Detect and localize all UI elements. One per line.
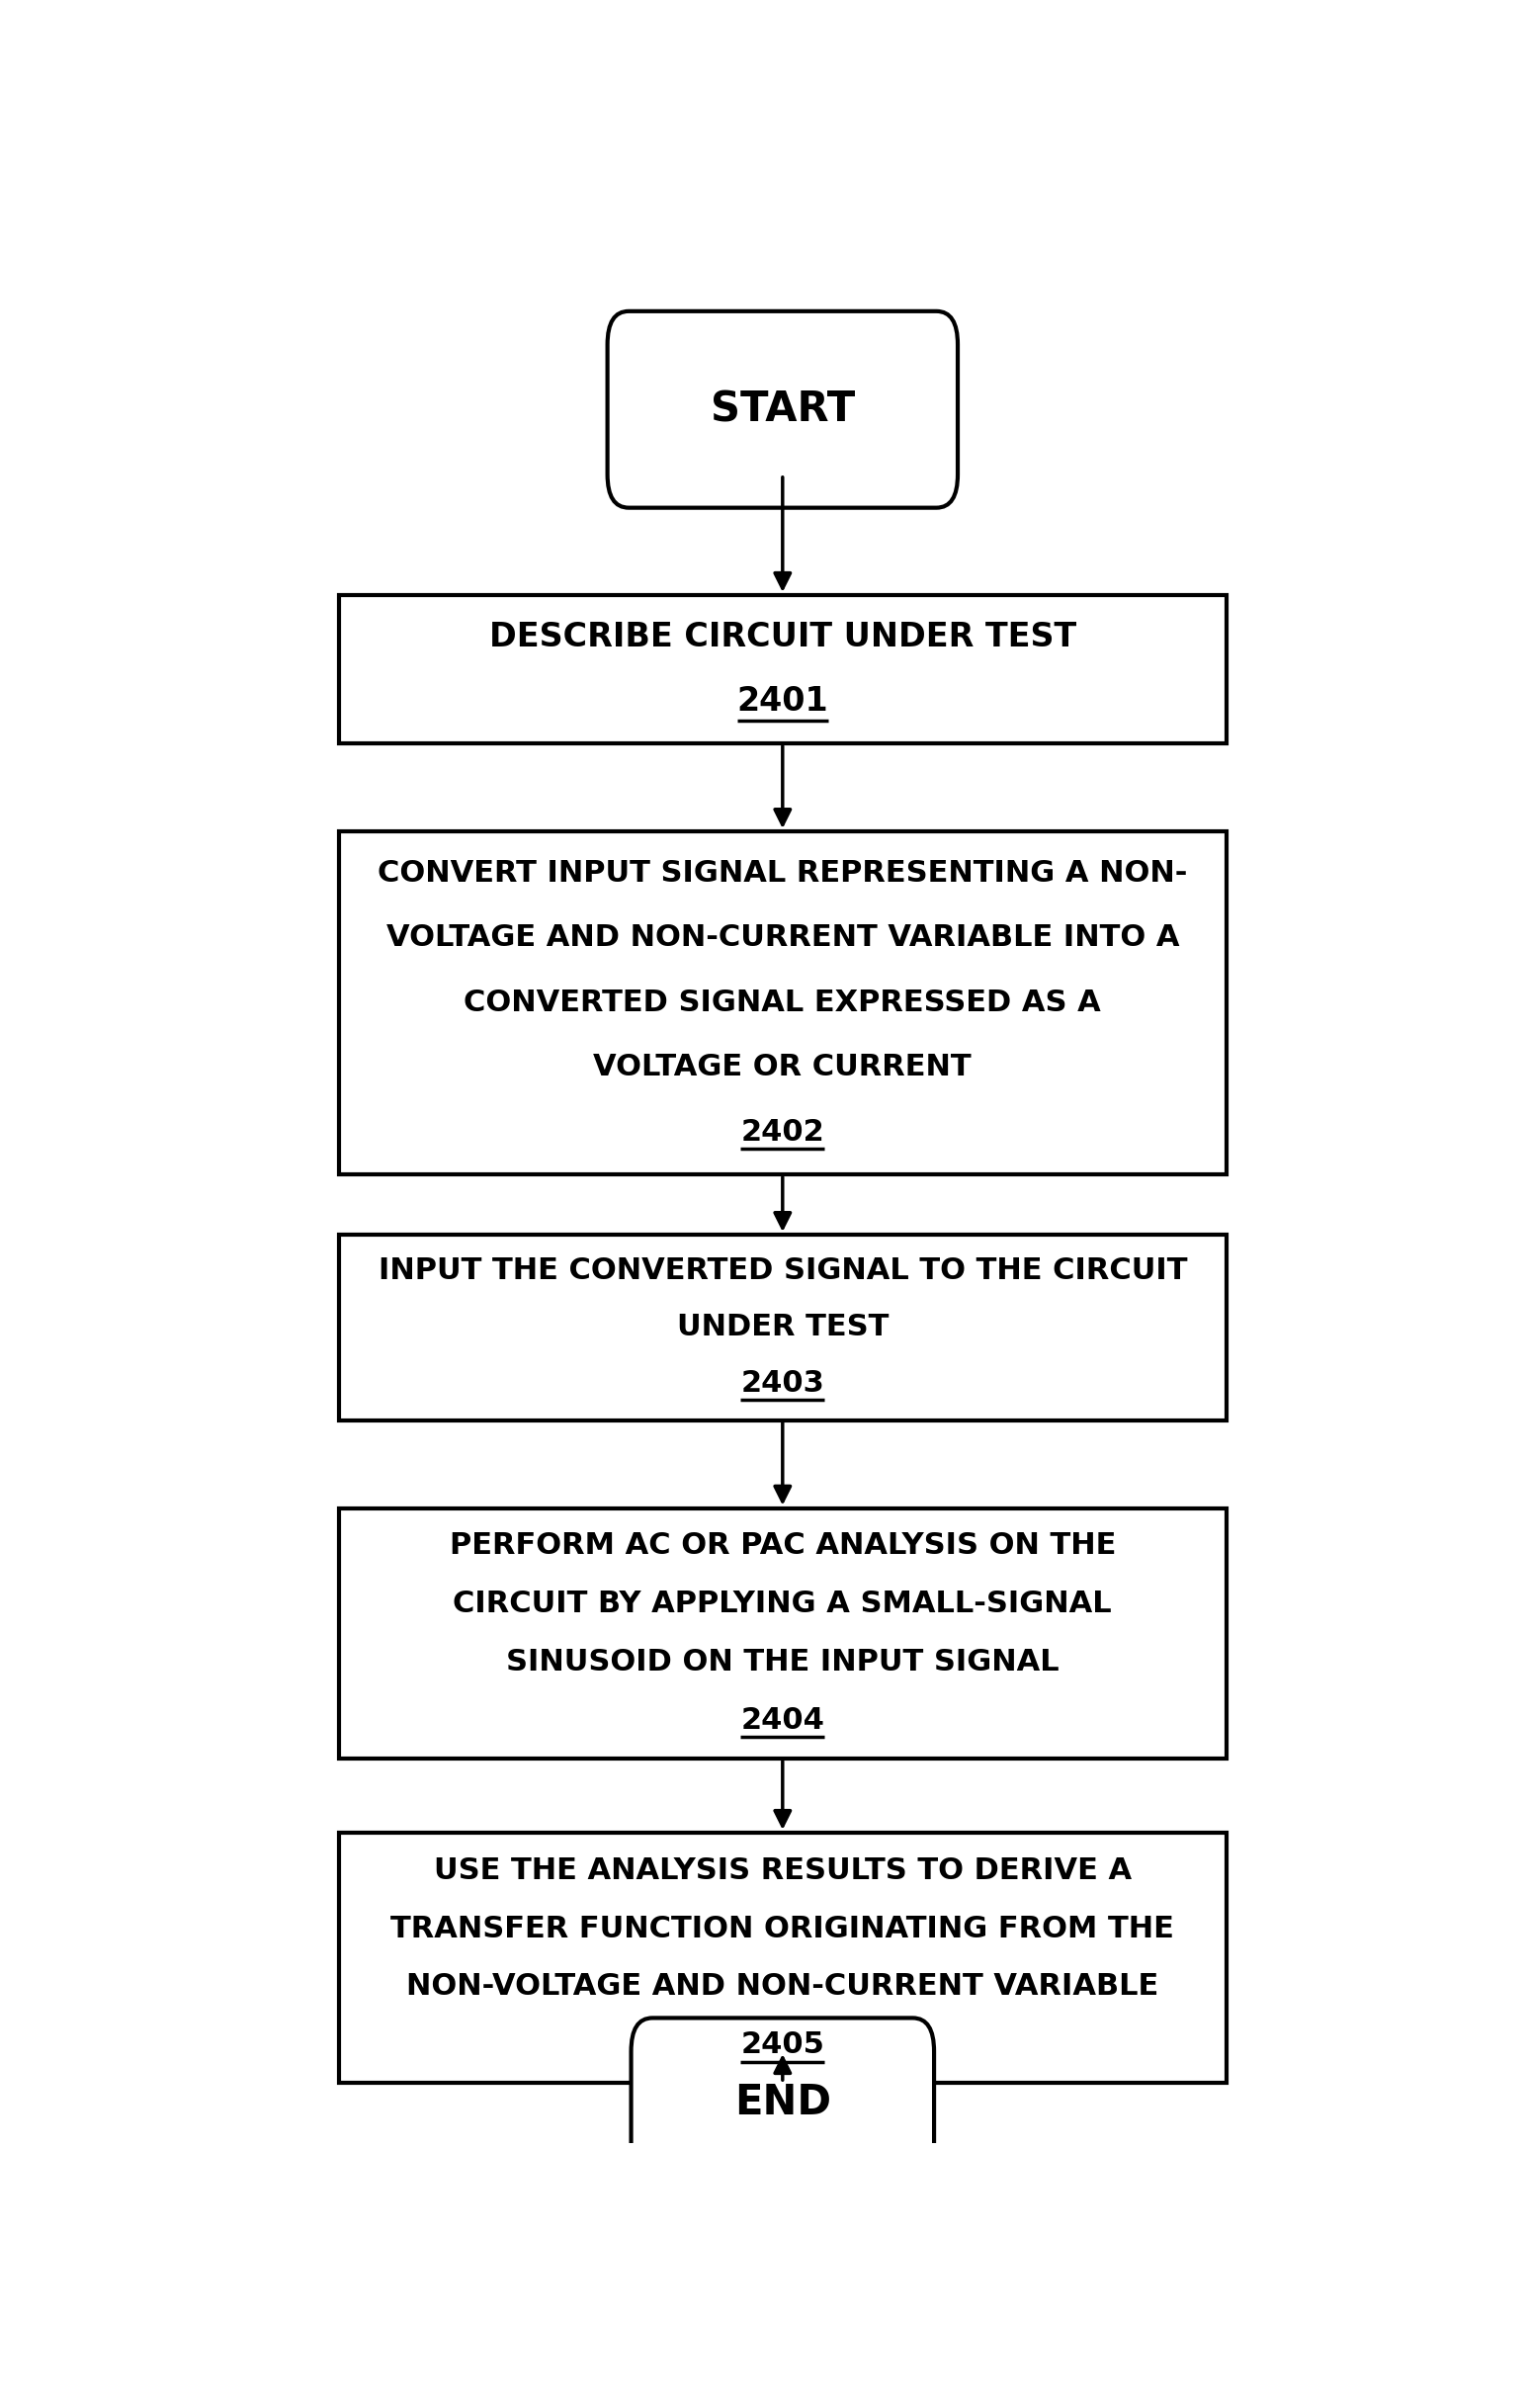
Text: 2405: 2405: [741, 2030, 825, 2059]
Text: VOLTAGE OR CURRENT: VOLTAGE OR CURRENT: [594, 1052, 971, 1081]
FancyBboxPatch shape: [608, 311, 957, 508]
Text: 2401: 2401: [738, 684, 828, 718]
Text: END: END: [734, 2081, 831, 2124]
Text: 2403: 2403: [741, 1370, 825, 1397]
Text: PERFORM AC OR PAC ANALYSIS ON THE: PERFORM AC OR PAC ANALYSIS ON THE: [449, 1531, 1116, 1560]
FancyBboxPatch shape: [631, 2018, 935, 2186]
Text: SINUSOID ON THE INPUT SIGNAL: SINUSOID ON THE INPUT SIGNAL: [505, 1647, 1060, 1676]
Bar: [339, 1507, 1226, 1758]
Text: TRANSFER FUNCTION ORIGINATING FROM THE: TRANSFER FUNCTION ORIGINATING FROM THE: [391, 1914, 1174, 1943]
Text: 2404: 2404: [741, 1707, 825, 1734]
Text: DESCRIBE CIRCUIT UNDER TEST: DESCRIBE CIRCUIT UNDER TEST: [489, 621, 1077, 653]
Text: VOLTAGE AND NON-CURRENT VARIABLE INTO A: VOLTAGE AND NON-CURRENT VARIABLE INTO A: [386, 925, 1179, 954]
Bar: [339, 1235, 1226, 1421]
Text: INPUT THE CONVERTED SIGNAL TO THE CIRCUIT: INPUT THE CONVERTED SIGNAL TO THE CIRCUI…: [379, 1257, 1186, 1286]
Text: UNDER TEST: UNDER TEST: [676, 1312, 889, 1341]
Text: CONVERT INPUT SIGNAL REPRESENTING A NON-: CONVERT INPUT SIGNAL REPRESENTING A NON-: [377, 860, 1188, 889]
Bar: [339, 831, 1226, 1175]
Text: START: START: [710, 388, 855, 431]
Text: 2402: 2402: [741, 1117, 825, 1146]
Text: CIRCUIT BY APPLYING A SMALL-SIGNAL: CIRCUIT BY APPLYING A SMALL-SIGNAL: [454, 1589, 1112, 1618]
Text: CONVERTED SIGNAL EXPRESSED AS A: CONVERTED SIGNAL EXPRESSED AS A: [464, 987, 1101, 1016]
Bar: [339, 1832, 1226, 2083]
Text: USE THE ANALYSIS RESULTS TO DERIVE A: USE THE ANALYSIS RESULTS TO DERIVE A: [434, 1857, 1132, 1885]
Text: NON-VOLTAGE AND NON-CURRENT VARIABLE: NON-VOLTAGE AND NON-CURRENT VARIABLE: [406, 1972, 1159, 2001]
Bar: [339, 595, 1226, 744]
